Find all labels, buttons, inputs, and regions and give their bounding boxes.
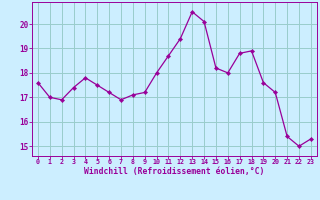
X-axis label: Windchill (Refroidissement éolien,°C): Windchill (Refroidissement éolien,°C): [84, 167, 265, 176]
